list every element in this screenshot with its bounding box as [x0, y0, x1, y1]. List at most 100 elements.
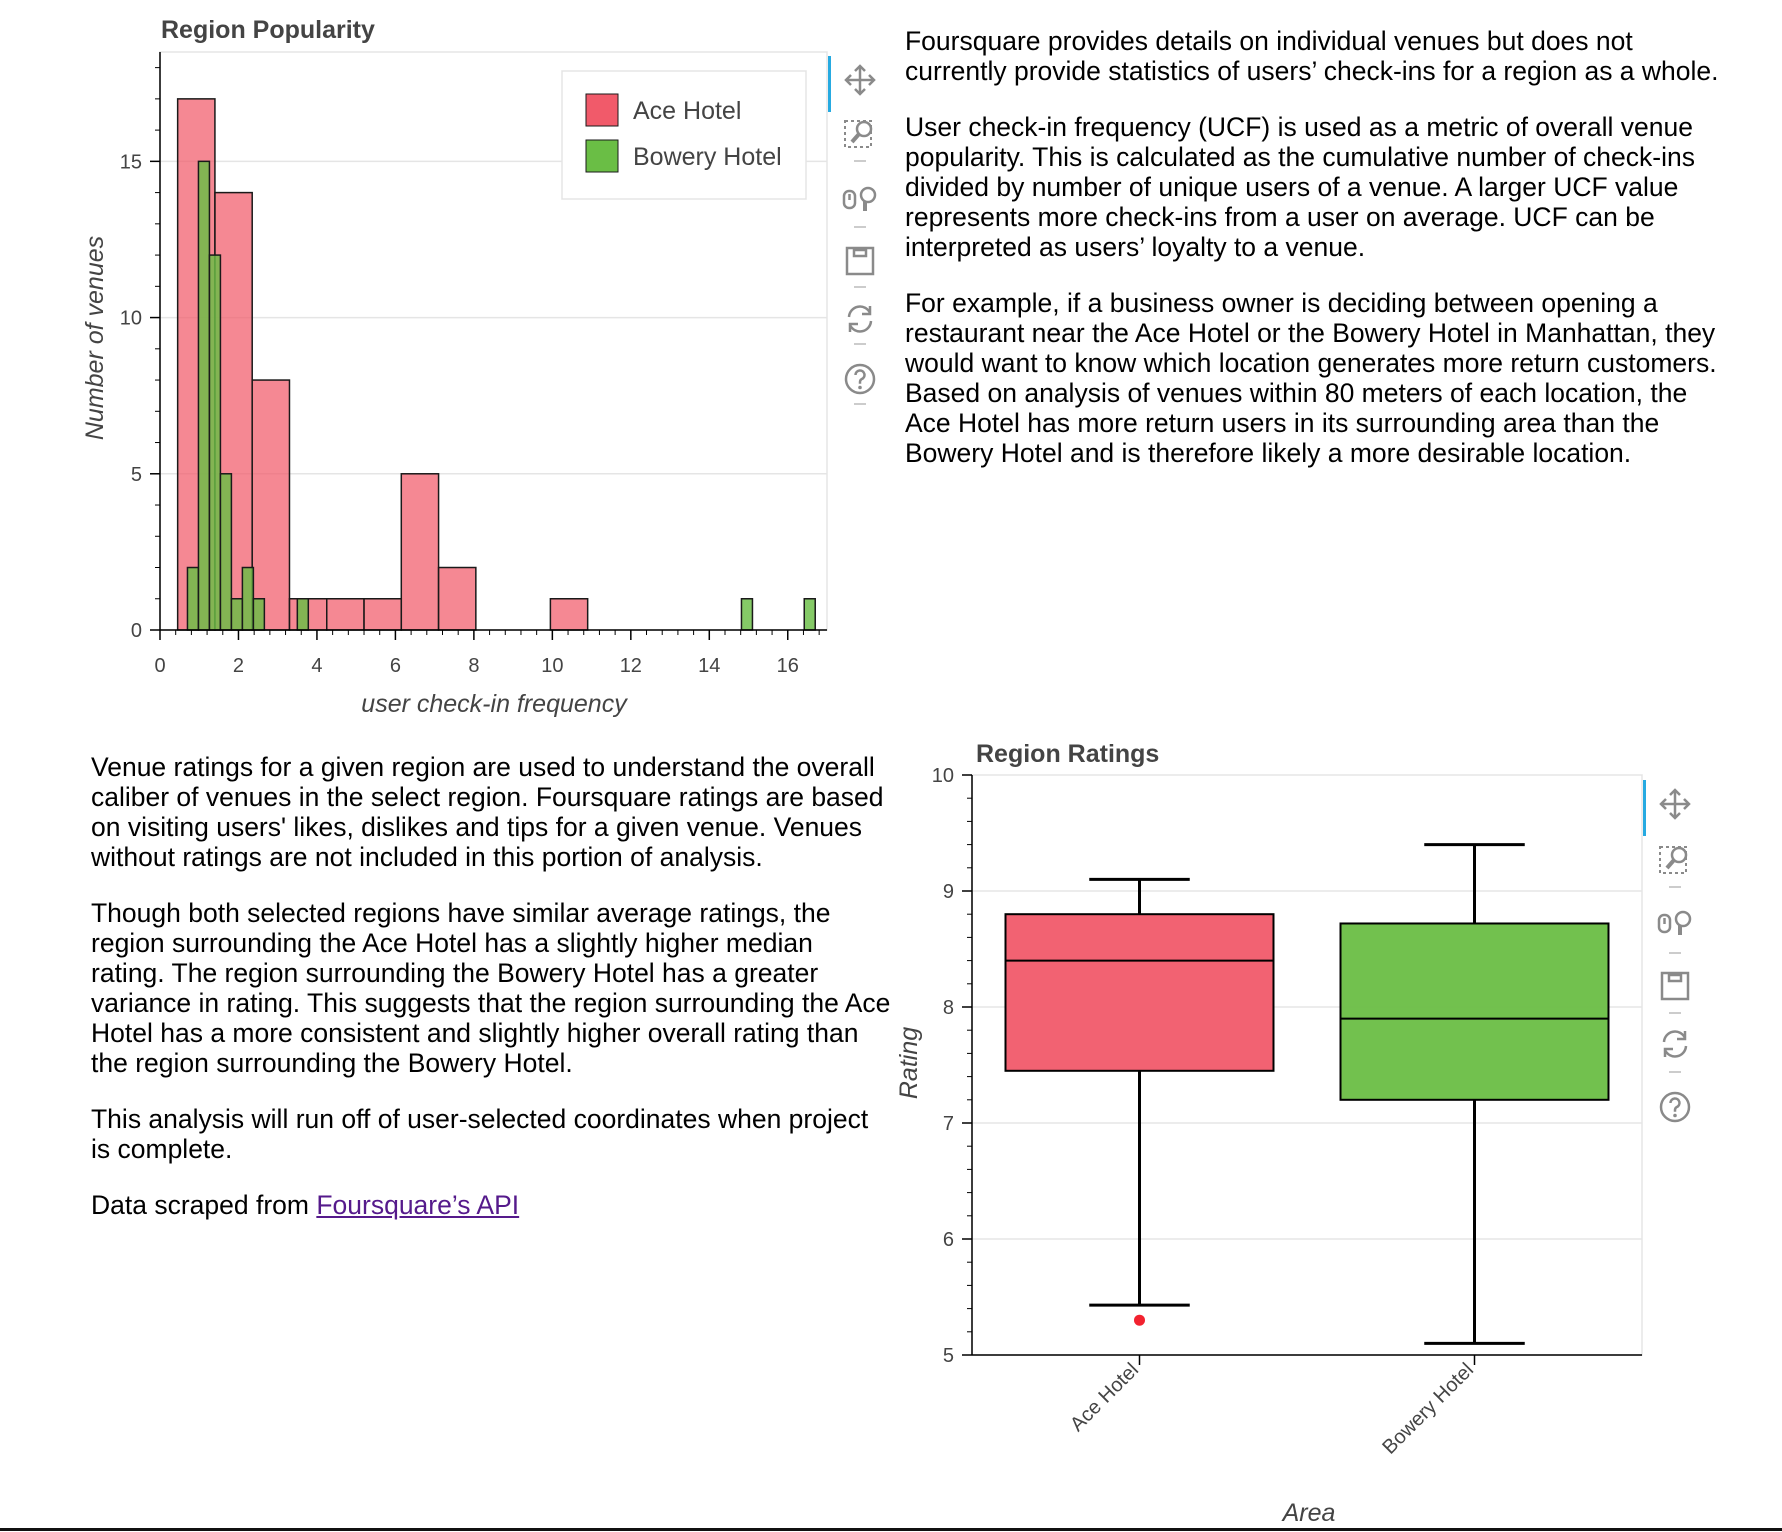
y-tick-label: 0	[131, 620, 142, 642]
y-tick-label: 8	[943, 997, 954, 1019]
pan-icon	[1658, 787, 1692, 821]
toolbar-separator	[854, 286, 866, 288]
toolbar-separator	[854, 160, 866, 162]
save-icon	[844, 245, 876, 277]
legend-frame	[561, 70, 807, 200]
x-tick-label: 4	[311, 655, 322, 677]
help-tool-button[interactable]	[1653, 1085, 1697, 1129]
boxplot-chart: Region Ratings 5 6 7 8 9 10 Ace Hotel Bowery Ho…	[895, 740, 1643, 1527]
ucf-description: Foursquare provides details on individua…	[905, 26, 1735, 494]
toolbar-separator	[1669, 952, 1681, 954]
boxplot-boxes	[1004, 843, 1610, 1345]
reset-tool-button[interactable]	[1653, 1022, 1697, 1066]
histogram-axes: 0 5 10 15 0 2 4 6 8 10 12 14 16	[120, 52, 827, 677]
active-tool-indicator	[828, 56, 831, 112]
x-tick-label: 16	[777, 655, 799, 677]
y-tick-label: 7	[943, 1113, 954, 1135]
x-tick-label: 0	[154, 655, 165, 677]
paragraph: This analysis will run off of user-selec…	[91, 1104, 869, 1164]
x-tick-label: 10	[541, 655, 563, 677]
paragraph: Venue ratings for a given region are use…	[91, 752, 884, 872]
histogram-bar-bowery-hotel	[197, 160, 211, 631]
histogram-title: Region Popularity	[161, 16, 375, 44]
pan-tool-button[interactable]	[1653, 782, 1697, 826]
histogram-bar-bowery-hotel	[252, 598, 266, 631]
toolbar-separator	[1669, 1071, 1681, 1073]
x-tick-label: Ace Hotel	[1066, 1359, 1143, 1436]
save-tool-button[interactable]	[838, 239, 882, 283]
y-tick-label: 15	[120, 151, 142, 173]
wheel-zoom-icon	[841, 182, 879, 214]
reset-icon	[1658, 1027, 1692, 1061]
help-icon	[1658, 1090, 1692, 1124]
paragraph: For example, if a business owner is deci…	[905, 288, 1717, 468]
histogram-bar-ace-hotel	[549, 598, 589, 631]
toolbar-separator	[854, 403, 866, 405]
wheel-zoom-tool-button[interactable]	[838, 176, 882, 220]
pan-tool-button[interactable]	[838, 58, 882, 102]
histogram-bar-bowery-hotel	[186, 566, 200, 631]
y-tick-label: 6	[943, 1229, 954, 1251]
data-source-prefix: Data scraped from	[91, 1190, 317, 1220]
legend-swatch	[585, 139, 619, 173]
x-tick-label: Bowery Hotel	[1378, 1359, 1478, 1459]
pan-icon	[843, 63, 877, 97]
histogram-bar-bowery-hotel	[241, 566, 255, 631]
active-tool-indicator	[1643, 780, 1646, 836]
page-bottom-rule	[0, 1528, 1782, 1531]
histogram-x-axis-label: user check-in frequency	[361, 690, 628, 718]
histogram-bar-bowery-hotel	[230, 598, 244, 631]
histogram-bar-bowery-hotel	[219, 473, 233, 631]
histogram-bar-bowery-hotel	[208, 254, 222, 631]
paragraph: User check-in frequency (UCF) is used as…	[905, 112, 1695, 262]
y-tick-label: 5	[943, 1345, 954, 1367]
toolbar-separator	[854, 226, 866, 228]
histogram-bar-ace-hotel	[400, 473, 440, 631]
histogram-bars	[176, 98, 816, 631]
histogram-bar-bowery-hotel	[740, 598, 754, 631]
legend-label: Ace Hotel	[633, 97, 741, 125]
legend-label: Bowery Hotel	[633, 143, 782, 171]
wheel-zoom-icon	[1656, 906, 1694, 938]
boxplot-y-axis-label: Rating	[895, 1027, 923, 1099]
legend-swatch	[585, 93, 619, 127]
help-tool-button[interactable]	[838, 357, 882, 401]
x-tick-label: 8	[468, 655, 479, 677]
x-tick-label: 12	[620, 655, 642, 677]
reset-icon	[843, 302, 877, 336]
boxplot-x-axis-label: Area	[1281, 1499, 1336, 1527]
y-tick-label: 5	[131, 464, 142, 486]
y-tick-label: 9	[943, 881, 954, 903]
paragraph: Though both selected regions have simila…	[91, 898, 891, 1078]
y-tick-label: 10	[120, 308, 142, 330]
box-zoom-tool-button[interactable]	[1653, 838, 1697, 882]
toolbar-separator	[1669, 1012, 1681, 1014]
y-tick-label: 10	[932, 765, 954, 787]
histogram-bar-ace-hotel	[363, 598, 403, 631]
box-zoom-icon	[1657, 842, 1693, 878]
outlier-point-ace-hotel	[1134, 1314, 1145, 1326]
help-icon	[843, 362, 877, 396]
save-icon	[1659, 970, 1691, 1002]
reset-tool-button[interactable]	[838, 297, 882, 341]
wheel-zoom-tool-button[interactable]	[1653, 900, 1697, 944]
x-tick-label: 14	[698, 655, 720, 677]
box-ace-hotel	[1004, 913, 1275, 1072]
box-zoom-icon	[842, 116, 878, 152]
histogram-chart: Region Popularity 0 5 10 15 0 2 4 6 8 10 12 14 16 us…	[81, 16, 828, 718]
toolbar-separator	[1669, 886, 1681, 888]
histogram-legend: Ace Hotel Bowery Hotel	[561, 70, 807, 200]
x-tick-label: 6	[390, 655, 401, 677]
histogram-bar-ace-hotel	[437, 566, 477, 631]
histogram-y-axis-label: Number of venues	[81, 236, 109, 440]
box-bowery-hotel	[1339, 922, 1610, 1101]
boxplot-title: Region Ratings	[976, 740, 1159, 768]
foursquare-api-link[interactable]: Foursquare’s API	[316, 1190, 520, 1220]
histogram-bar-bowery-hotel	[296, 598, 310, 631]
save-tool-button[interactable]	[1653, 964, 1697, 1008]
histogram-bar-ace-hotel	[251, 379, 291, 631]
box-zoom-tool-button[interactable]	[838, 112, 882, 156]
toolbar-separator	[854, 343, 866, 345]
histogram-bar-bowery-hotel	[803, 598, 816, 631]
